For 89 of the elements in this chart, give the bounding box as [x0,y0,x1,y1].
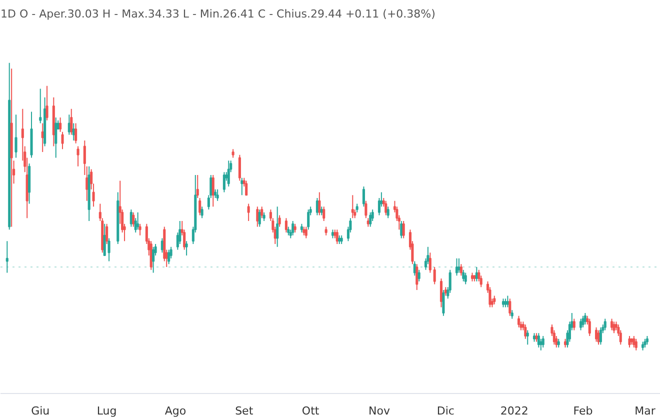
candlestick [108,238,110,262]
candlestick [168,249,170,265]
candlestick [59,117,62,132]
candlestick [61,131,64,150]
candlestick [384,200,388,216]
candlestick [240,177,244,196]
x-tick-label: Dic [436,404,454,418]
candlestick [440,278,443,308]
candlestick [526,330,529,346]
candlestick [132,212,135,228]
candlestick [400,220,403,239]
candlestick [364,200,368,219]
candlestick [76,146,80,167]
candlestick [628,336,631,348]
x-tick-label: Ago [164,404,186,418]
candlestick [258,209,261,228]
candlestick [418,269,420,282]
candlestick [597,330,600,346]
candlestick [212,174,214,208]
candlestick [428,252,432,274]
x-tick-label: Set [235,404,254,418]
candlestick [39,88,42,124]
candlestick [416,264,418,290]
candlestick [369,212,372,228]
candlestick [524,324,527,340]
candlestick [464,272,467,285]
candlestick [362,186,365,208]
candlestick [152,246,155,274]
candlestick [462,269,465,282]
candlestick [200,206,204,219]
x-tick-label: Feb [573,404,593,418]
candlestick [634,338,638,351]
candlestick [402,220,405,239]
candlestick [460,264,462,276]
candlestick [245,180,248,196]
candlestick [70,108,73,136]
candlestick [136,212,140,230]
candlestick [322,206,326,222]
x-tick-label: Lug [96,404,117,418]
candlestick [222,172,226,193]
candlestick [351,194,354,219]
candlestick [292,220,294,236]
chart-title: 1D O - Aper.30.03 H - Max.34.33 L - Min.26.41 C - Chius.29.44 +0.11 (+0.38%) [0,8,436,20]
candlestick [442,290,445,316]
candlestick [74,122,78,144]
candlestick [14,114,18,158]
candlestick [307,209,310,230]
candlestick [185,240,188,256]
x-tick-label: Giu [31,404,50,418]
candlestick [433,266,436,285]
candlestick [227,160,230,187]
candlestick [216,188,219,202]
candlestick [304,226,308,239]
candlestick [138,223,142,236]
candlestick [256,206,259,228]
candlestick [588,318,591,336]
candlestick [106,223,108,244]
candlestick [610,318,614,331]
candlestick [336,229,338,244]
x-tick-label: Ott [302,404,320,418]
candlestick [584,312,586,325]
candlestick [612,321,616,334]
candlestick [196,174,199,198]
candlestick [508,298,512,316]
candlestick [318,192,321,216]
candlestick [455,258,458,276]
candlestick [582,315,584,328]
candlestick [247,203,250,222]
x-tick-label: Mar [634,404,656,418]
candlestick [386,206,390,219]
candlestick [542,336,544,348]
candlestick [604,318,606,331]
candlestick [579,318,582,331]
candlestick [572,318,576,331]
candlestick [458,258,460,274]
candlestick [284,218,288,233]
candlestick [278,214,281,228]
candlestick [238,154,241,182]
candlestick [537,332,540,348]
candlestick [46,85,48,121]
candlestick [6,240,8,274]
candlestick [54,117,58,158]
candlestick [198,198,202,216]
candlestick [260,206,264,219]
candlestick [517,315,520,328]
candlestick [599,326,602,346]
candlestick [276,206,279,248]
x-tick-label: 2022 [500,404,528,418]
x-tick-label: Nov [368,404,390,418]
